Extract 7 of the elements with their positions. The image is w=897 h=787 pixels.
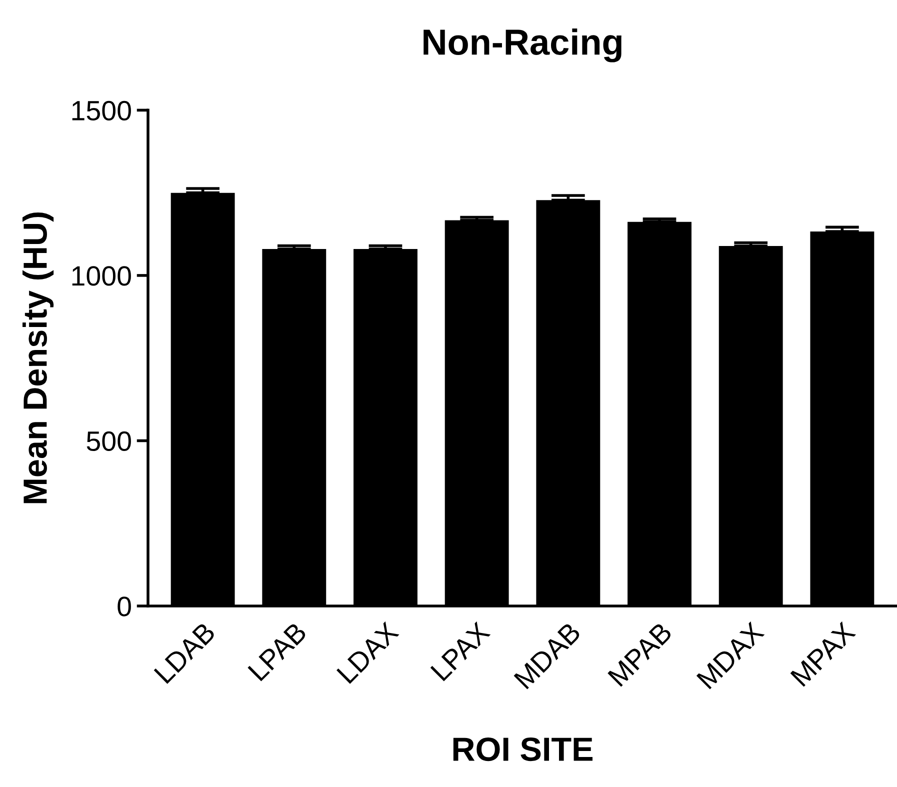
y-tick-label: 1500 bbox=[72, 100, 131, 121]
y-tick-label: 1000 bbox=[72, 266, 131, 286]
x-axis-title: ROI SITE bbox=[453, 737, 593, 762]
y-axis-title: Mean Density (HU) bbox=[22, 212, 54, 504]
y-tick-label: 0 bbox=[118, 596, 131, 616]
chart-title: Non-Racing bbox=[424, 28, 622, 62]
y-tick-label: 500 bbox=[86, 431, 131, 452]
